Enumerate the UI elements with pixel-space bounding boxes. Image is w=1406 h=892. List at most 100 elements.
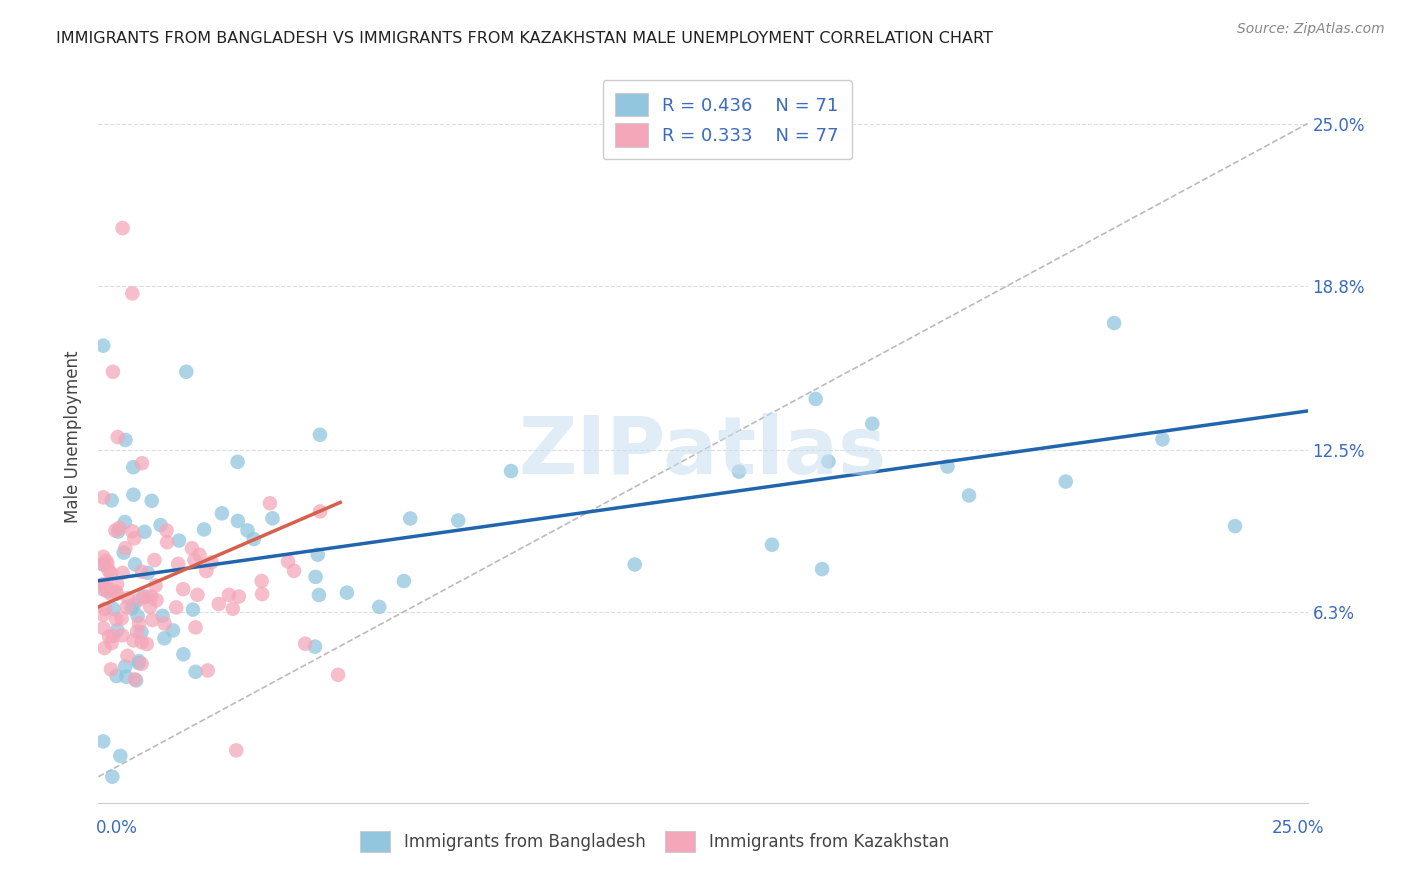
- Point: [304, 570, 326, 584]
- Point: [117, 591, 139, 605]
- Point: [143, 553, 166, 567]
- Point: [105, 669, 128, 683]
- Point: [110, 748, 132, 763]
- Point: [121, 601, 143, 615]
- Point: [957, 488, 980, 502]
- Point: [122, 598, 145, 612]
- Point: [127, 608, 149, 623]
- Point: [368, 599, 391, 614]
- Point: [108, 521, 131, 535]
- Point: [103, 602, 125, 616]
- Point: [105, 577, 128, 591]
- Point: [141, 613, 163, 627]
- Point: [277, 554, 299, 568]
- Point: [307, 548, 329, 562]
- Point: [111, 221, 134, 235]
- Point: [186, 588, 208, 602]
- Point: [226, 514, 249, 528]
- Point: [94, 602, 117, 616]
- Point: [188, 548, 211, 562]
- Point: [181, 602, 204, 616]
- Point: [1152, 433, 1174, 447]
- Point: [91, 339, 114, 353]
- Point: [200, 555, 222, 569]
- Point: [153, 616, 176, 631]
- Point: [1223, 519, 1246, 533]
- Point: [96, 557, 118, 571]
- Point: [250, 587, 273, 601]
- Point: [184, 620, 207, 634]
- Point: [115, 670, 138, 684]
- Point: [124, 673, 146, 687]
- Point: [131, 456, 153, 470]
- Point: [117, 648, 139, 663]
- Point: [114, 541, 136, 556]
- Point: [121, 524, 143, 539]
- Point: [91, 607, 114, 622]
- Point: [105, 586, 128, 600]
- Point: [97, 564, 120, 578]
- Point: [114, 515, 136, 529]
- Point: [122, 460, 145, 475]
- Point: [93, 641, 115, 656]
- Point: [250, 574, 273, 588]
- Point: [131, 565, 153, 579]
- Point: [91, 579, 114, 593]
- Point: [107, 430, 129, 444]
- Point: [101, 365, 124, 379]
- Point: [96, 554, 118, 568]
- Point: [91, 558, 114, 572]
- Text: ZIPatlas: ZIPatlas: [519, 413, 887, 491]
- Point: [105, 623, 128, 637]
- Point: [1054, 475, 1077, 489]
- Point: [184, 665, 207, 679]
- Point: [91, 577, 114, 591]
- Point: [811, 562, 834, 576]
- Point: [804, 392, 827, 406]
- Point: [134, 524, 156, 539]
- Point: [127, 624, 149, 639]
- Point: [125, 673, 148, 688]
- Text: Source: ZipAtlas.com: Source: ZipAtlas.com: [1237, 22, 1385, 37]
- Point: [128, 592, 150, 607]
- Point: [136, 566, 159, 580]
- Point: [761, 538, 783, 552]
- Point: [817, 454, 839, 468]
- Point: [93, 621, 115, 635]
- Point: [174, 365, 197, 379]
- Point: [105, 612, 128, 626]
- Point: [145, 578, 167, 592]
- Point: [96, 581, 118, 595]
- Point: [122, 488, 145, 502]
- Point: [153, 632, 176, 646]
- Point: [141, 590, 163, 604]
- Point: [222, 601, 245, 615]
- Point: [96, 584, 118, 599]
- Point: [115, 600, 138, 615]
- Point: [211, 507, 233, 521]
- Point: [124, 558, 146, 572]
- Point: [132, 590, 155, 604]
- Point: [91, 549, 114, 564]
- Point: [152, 608, 174, 623]
- Point: [399, 511, 422, 525]
- Text: 25.0%: 25.0%: [1272, 819, 1324, 837]
- Legend: Immigrants from Bangladesh, Immigrants from Kazakhstan: Immigrants from Bangladesh, Immigrants f…: [349, 819, 960, 864]
- Point: [156, 535, 179, 549]
- Point: [172, 647, 194, 661]
- Point: [623, 558, 645, 572]
- Point: [135, 590, 157, 604]
- Point: [128, 656, 150, 670]
- Point: [1102, 316, 1125, 330]
- Point: [392, 574, 415, 588]
- Point: [236, 524, 259, 538]
- Point: [218, 588, 240, 602]
- Point: [447, 513, 470, 527]
- Point: [128, 654, 150, 668]
- Point: [139, 599, 162, 614]
- Point: [259, 496, 281, 510]
- Point: [128, 616, 150, 631]
- Point: [193, 523, 215, 537]
- Point: [91, 491, 114, 505]
- Point: [141, 493, 163, 508]
